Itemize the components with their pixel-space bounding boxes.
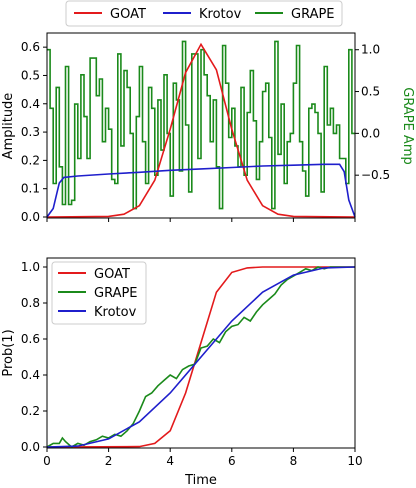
population-series [46, 266, 356, 448]
pulses-left-axis: 0.0 0.1 0.2 0.3 0.4 0.5 0.6 [21, 40, 47, 224]
pulses-ytick-label: 0.5 [21, 68, 40, 82]
pulses-y2tick-label: −0.5 [361, 168, 390, 182]
population-ytick-label: 0.6 [21, 332, 40, 346]
population-xtick-label: 0 [43, 454, 51, 468]
pulses-ytick-label: 0.6 [21, 40, 40, 54]
population-frame [46, 257, 356, 449]
pulses-ytick-label: 0.3 [21, 125, 40, 139]
population-ytick-label: 0.8 [21, 296, 40, 310]
population-line-krotov [46, 266, 356, 448]
bottom-legend-label-goat: GOAT [94, 267, 130, 282]
legend-label-goat: GOAT [110, 7, 146, 22]
population-xtick-label: 10 [347, 454, 362, 468]
population-xtick-label: 8 [290, 454, 298, 468]
population-x-axis: 0 2 4 6 8 10 [43, 448, 363, 468]
bottom-legend-label-krotov: Krotov [94, 305, 137, 320]
pulses-y2label: GRAPE Amp [400, 87, 415, 164]
population-plot: 0.00.20.40.60.81.0 0 2 4 6 8 10 Prob(1) Time … [1, 257, 363, 488]
pulses-ylabel: Amplitude [1, 93, 16, 160]
pulses-ytick-label: 0.4 [21, 97, 40, 111]
population-ytick-label: 0.2 [21, 404, 40, 418]
legend-label-krotov: Krotov [199, 7, 242, 22]
pulses-ytick-label: 0.0 [21, 210, 40, 224]
population-line-grape [46, 266, 355, 448]
population-xtick-label: 2 [105, 454, 113, 468]
top-legend-frame [65, 0, 343, 27]
top-legend: GOAT Krotov GRAPE [65, 0, 343, 27]
legend-label-grape: GRAPE [291, 7, 335, 22]
population-line-goat [46, 266, 355, 448]
pulses-ytick-label: 0.2 [21, 153, 40, 167]
population-ytick-label: 1.0 [21, 260, 40, 274]
population-xtick-label: 6 [228, 454, 236, 468]
pulses-x-axis [46, 218, 356, 222]
pulses-series [46, 40, 356, 218]
population-xtick-label: 4 [166, 454, 174, 468]
pulses-line-krotov [46, 163, 356, 218]
pulses-right-axis: −0.5 0.0 0.5 1.0 [355, 43, 390, 182]
pulses-line-grape [47, 40, 355, 210]
population-y-axis: 0.0 0.2 0.4 0.6 0.8 1.0 [21, 260, 47, 454]
bottom-legend-frame [51, 261, 147, 325]
pulses-ytick-label: 0.1 [21, 182, 40, 196]
population-ytick-label: 0.0 [21, 440, 40, 454]
pulses-y2tick-label: 0.5 [361, 85, 380, 99]
pulses-frame [46, 32, 356, 219]
population-ytick-label: 0.4 [21, 368, 40, 382]
population-xlabel: Time [184, 473, 217, 488]
pulses-line-goat [46, 42, 356, 218]
bottom-legend: GOAT GRAPE Krotov [51, 261, 147, 325]
population-ylabel: Prob(1) [1, 329, 16, 376]
pulses-y2tick-label: 1.0 [361, 43, 380, 57]
pulses-y2tick-label: 0.0 [361, 126, 380, 140]
bottom-legend-label-grape: GRAPE [94, 286, 138, 301]
pulses-plot: −0.5 0.0 0.5 1.0 0.0 0.1 0.2 0.3 0.4 0.5 0.6 Ampl… [1, 32, 415, 224]
